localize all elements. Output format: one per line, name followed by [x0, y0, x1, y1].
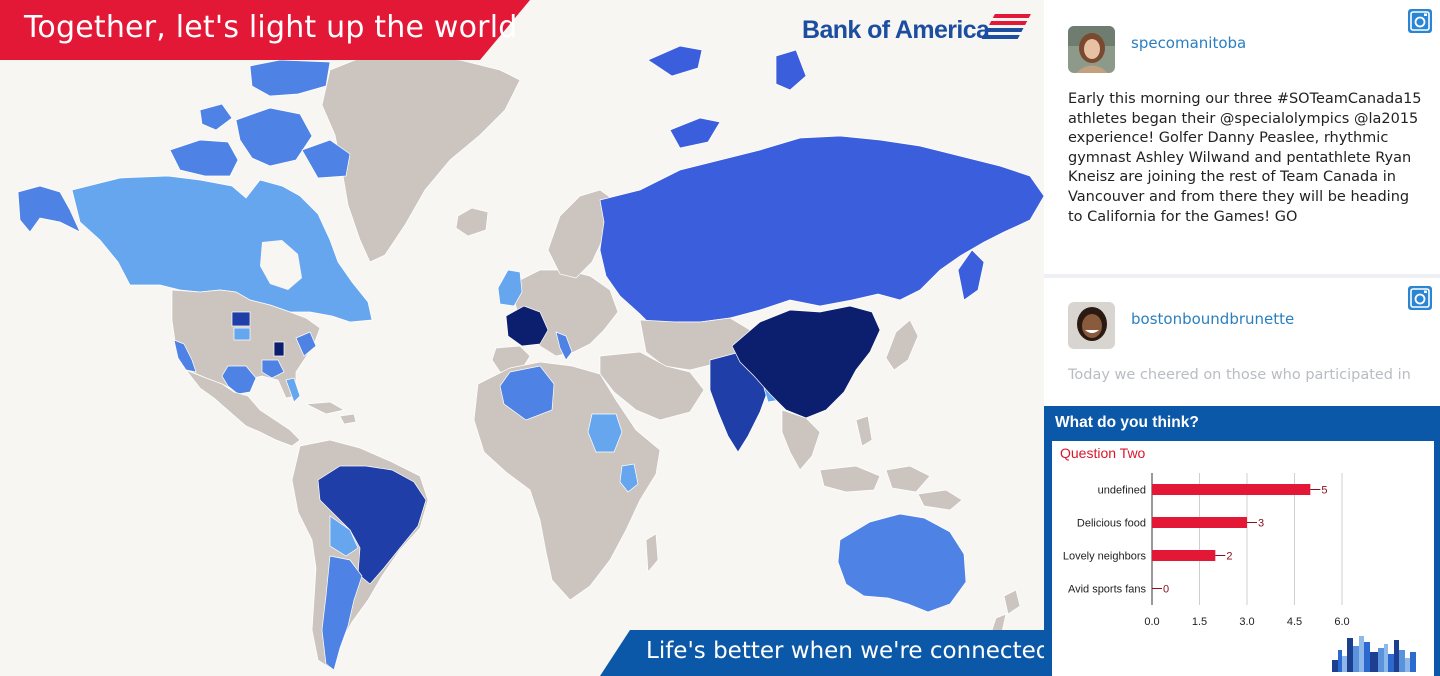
avatar-image — [1068, 26, 1115, 73]
question-title: Question Two — [1060, 445, 1146, 461]
new-guinea[interactable] — [917, 489, 963, 511]
philippines[interactable] — [855, 415, 873, 447]
headline-banner: Together, let's light up the world — [0, 0, 530, 60]
southeast-asia[interactable] — [781, 409, 931, 493]
middle-east[interactable] — [599, 351, 705, 421]
mexico[interactable] — [184, 369, 301, 447]
tagline-banner-shape — [600, 630, 1044, 676]
us-iowa[interactable] — [233, 327, 251, 341]
value-label: 0 — [1163, 584, 1169, 596]
x-tick-label: 1.5 — [1192, 616, 1207, 628]
japan[interactable] — [885, 319, 919, 371]
united-kingdom[interactable] — [497, 269, 523, 307]
x-tick-label: 6.0 — [1334, 616, 1349, 628]
post-text: Early this morning our three #SOTeamCana… — [1068, 91, 1422, 225]
headline-text: Together, let's light up the world — [24, 10, 518, 45]
category-label: Delicious food — [1077, 518, 1146, 530]
bar[interactable] — [1152, 550, 1216, 561]
category-label: Avid sports fans — [1068, 584, 1147, 596]
kenya[interactable] — [619, 463, 639, 493]
argentina[interactable] — [321, 555, 363, 671]
us-southeast[interactable] — [261, 359, 285, 379]
sudan[interactable] — [587, 413, 623, 453]
value-label: 5 — [1321, 485, 1327, 497]
tagline-banner: Life's better when we're connected — [600, 630, 1044, 676]
avatar[interactable] — [1068, 302, 1115, 349]
us-florida[interactable] — [285, 377, 301, 403]
poll-card: Question Two 0.0 1.5 3.0 4.5 6.0 undefined 5 De… — [1052, 441, 1434, 676]
us-northeast[interactable] — [295, 331, 317, 357]
tagline-text: Life's better when we're connected — [646, 638, 1044, 664]
bolivia[interactable] — [329, 515, 359, 557]
bar[interactable] — [1152, 484, 1311, 495]
caribbean[interactable] — [304, 401, 357, 425]
bar[interactable] — [1152, 517, 1247, 528]
canada-arctic-islands[interactable] — [169, 59, 351, 179]
value-label: 2 — [1226, 551, 1232, 563]
post-text: Today we cheered on those who participat… — [1068, 367, 1411, 383]
instagram-icon[interactable] — [1408, 286, 1432, 310]
world-map — [17, 45, 1044, 671]
post-username[interactable]: bostonboundbrunette — [1131, 310, 1295, 328]
avatar-image — [1068, 302, 1115, 349]
us-michigan[interactable] — [273, 341, 285, 357]
madagascar[interactable] — [645, 533, 659, 573]
category-label: Lovely neighbors — [1063, 551, 1147, 563]
brand-flag-icon — [981, 14, 1031, 39]
post-username[interactable]: specomanitoba — [1131, 34, 1247, 52]
italy[interactable] — [555, 331, 573, 361]
brazil[interactable] — [317, 465, 427, 585]
world-map-area: Together, let's light up the world Bank … — [0, 0, 1044, 676]
russia-north-islands[interactable] — [647, 45, 807, 149]
avatar[interactable] — [1068, 26, 1115, 73]
us-california[interactable] — [173, 339, 197, 373]
russia[interactable] — [599, 135, 1044, 331]
kamchatka[interactable] — [957, 249, 985, 301]
x-tick-label: 4.5 — [1287, 616, 1302, 628]
feed-post[interactable]: specomanitoba Early this morning our thr… — [1044, 0, 1440, 274]
x-tick-label: 3.0 — [1239, 616, 1254, 628]
social-feed: specomanitoba Early this morning our thr… — [1044, 0, 1440, 676]
us-texas[interactable] — [221, 365, 257, 395]
hudson-bay — [260, 240, 302, 290]
canada[interactable] — [71, 175, 373, 323]
greenland[interactable] — [321, 55, 521, 263]
brand-logo: Bank of America — [800, 10, 1040, 50]
poll-title: What do you think? — [1055, 414, 1199, 431]
value-label: 3 — [1258, 518, 1264, 530]
alaska[interactable] — [17, 185, 81, 233]
city-skyline-icon — [1332, 636, 1416, 672]
australia[interactable] — [837, 513, 967, 613]
poll-panel: What do you think? Question Two 0.0 1.5 3.… — [1044, 406, 1440, 676]
us-minnesota[interactable] — [231, 311, 251, 327]
iceland[interactable] — [455, 207, 489, 237]
brand-wordmark: Bank of America — [802, 16, 990, 44]
china[interactable] — [731, 305, 881, 419]
feed-post[interactable]: bostonboundbrunette Today we cheered on … — [1044, 278, 1440, 406]
instagram-icon[interactable] — [1408, 9, 1432, 33]
poll-bar-chart: 0.0 1.5 3.0 4.5 6.0 undefined 5 Delicious food 3… — [1063, 473, 1350, 628]
algeria[interactable] — [499, 365, 555, 421]
headline-banner-shape — [0, 0, 530, 60]
france[interactable] — [505, 305, 549, 347]
x-tick-label: 0.0 — [1144, 616, 1159, 628]
category-label: undefined — [1098, 485, 1146, 497]
